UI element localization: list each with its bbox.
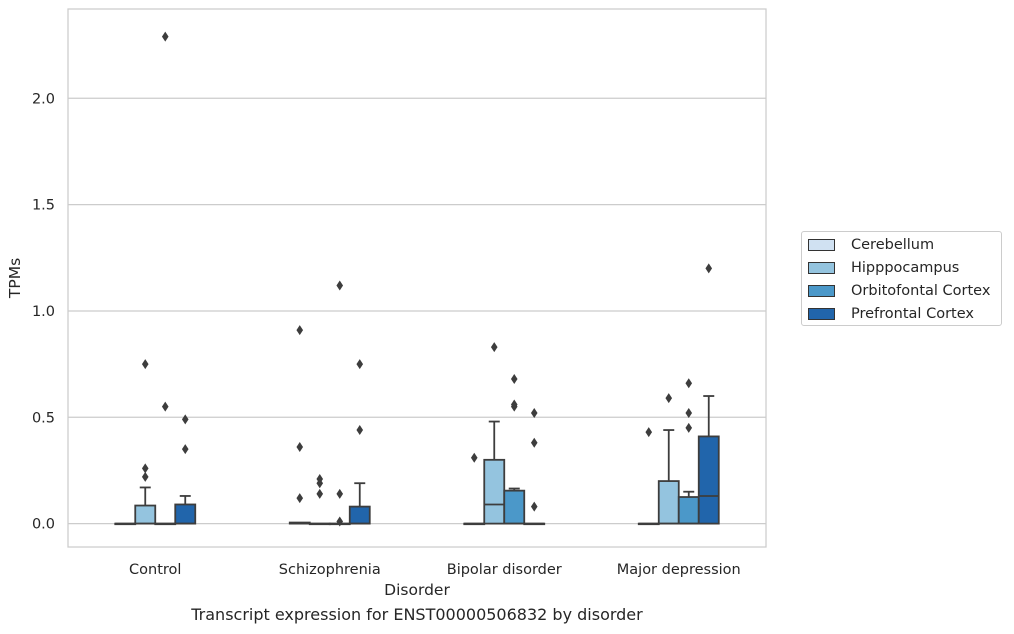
outlier-point [336,280,344,291]
outlier-point [356,359,364,370]
outlier-point [336,516,344,527]
x-tick-label: Major depression [617,562,741,578]
legend-label-prefrontal-cortex: Prefrontal Cortex [851,306,974,322]
outlier-point [645,427,653,438]
outlier-point [685,378,693,389]
outlier-point [470,452,478,463]
y-tick-label: 0.5 [32,410,55,426]
outlier-point [510,374,518,385]
outlier-point [141,359,149,370]
legend-label-orbitofrontal-cortex: Orbitofontal Cortex [851,283,991,299]
legend-item-prefrontal-cortex: Prefrontal Cortex [808,304,974,324]
x-tick-label: Bipolar disorder [447,562,562,578]
outlier-point [530,437,538,448]
outlier-point [336,488,344,499]
y-tick-labels: 0.0 0.5 1.0 1.5 2.0 [32,91,55,532]
legend-swatch-prefrontal-cortex [808,308,835,320]
legend-item-orbitofrontal-cortex: Orbitofontal Cortex [808,281,990,301]
legend-swatch-orbitofrontal-cortex [808,285,835,297]
plot-area [67,8,767,548]
box-rect [677,496,700,525]
box-rect [697,435,720,525]
outlier-point [296,442,304,453]
box-elements [114,31,720,527]
outlier-point [161,401,169,412]
outlier-point [685,408,693,419]
outlier-point [665,393,673,404]
legend-item-cerebellum: Cerebellum [808,235,934,255]
y-tick-label: 0.0 [32,517,55,533]
y-tick-label: 1.5 [32,198,55,214]
legend-swatch-cerebellum [808,239,835,251]
outlier-point [181,444,189,455]
legend: Cerebellum Hipppocampus Orbitofontal Cor… [801,231,1002,326]
x-axis-title: Disorder [384,581,450,599]
figure-caption: Transcript expression for ENST0000050683… [191,605,643,624]
y-tick-label: 2.0 [32,91,55,107]
legend-label-hippocampus: Hipppocampus [851,260,960,276]
outlier-point [316,473,324,484]
legend-item-hippocampus: Hipppocampus [808,258,959,278]
outlier-point [685,422,693,433]
outlier-point [705,263,713,274]
legend-label-cerebellum: Cerebellum [851,237,935,253]
outlier-point [316,488,324,499]
outlier-point [510,399,518,410]
x-tick-label: Schizophrenia [279,562,381,578]
x-tick-labels: Control Schizophrenia Bipolar disorder Majo… [129,562,741,578]
outlier-point [490,342,498,353]
legend-swatch-hippocampus [808,262,835,274]
outlier-point [141,471,149,482]
box-rect [483,458,506,525]
outlier-point [296,325,304,336]
outlier-point [161,31,169,42]
box-rect [174,503,197,525]
outlier-point [181,414,189,425]
outlier-point [356,425,364,436]
outlier-point [530,501,538,512]
y-axis-title: TPMs [6,258,24,299]
outlier-point [296,493,304,504]
box-rect [503,489,526,525]
box-rect [657,480,680,525]
box-rect [348,505,371,525]
box-rect [134,504,157,525]
outlier-point [530,408,538,419]
x-tick-label: Control [129,562,181,578]
outlier-point [141,463,149,474]
y-tick-label: 1.0 [32,304,55,320]
